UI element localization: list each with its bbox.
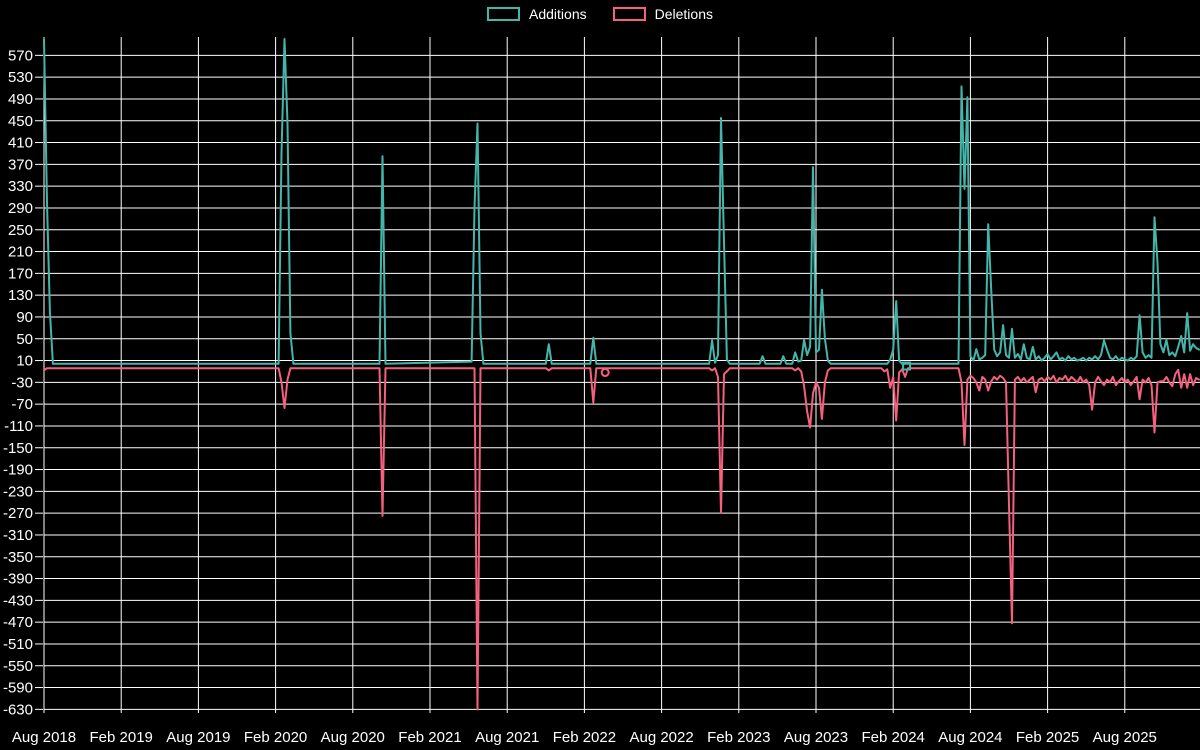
x-tick-label: Aug 2021 xyxy=(475,729,539,746)
y-tick-label: -550 xyxy=(3,658,33,675)
y-tick-label: 450 xyxy=(8,113,33,130)
deletions-swatch-icon xyxy=(612,7,646,21)
y-tick-label: 570 xyxy=(8,47,33,64)
y-tick-label: -70 xyxy=(11,396,33,413)
x-tick-label: Feb 2019 xyxy=(90,729,153,746)
y-tick-label: 50 xyxy=(16,331,33,348)
deletions-point-marker xyxy=(600,368,610,378)
y-tick-label: -30 xyxy=(11,374,33,391)
y-tick-label: -510 xyxy=(3,636,33,653)
additions-swatch-icon xyxy=(487,7,521,21)
y-tick-label: -310 xyxy=(3,527,33,544)
y-tick-label: -270 xyxy=(3,505,33,522)
y-tick-label: -630 xyxy=(3,701,33,718)
y-tick-label: 90 xyxy=(16,309,33,326)
x-tick-label: Feb 2022 xyxy=(553,729,616,746)
y-tick-label: -390 xyxy=(3,571,33,588)
y-tick-label: 170 xyxy=(8,265,33,282)
y-tick-label: 490 xyxy=(8,91,33,108)
y-tick-label: 530 xyxy=(8,69,33,86)
x-tick-label: Feb 2021 xyxy=(398,729,461,746)
y-tick-label: 250 xyxy=(8,222,33,239)
y-tick-label: -590 xyxy=(3,680,33,697)
x-tick-label: Aug 2018 xyxy=(12,729,76,746)
x-tick-label: Aug 2022 xyxy=(629,729,693,746)
x-tick-label: Aug 2025 xyxy=(1093,729,1157,746)
y-tick-label: -230 xyxy=(3,483,33,500)
y-tick-label: 410 xyxy=(8,135,33,152)
additions-line xyxy=(43,38,1200,365)
x-tick-label: Feb 2020 xyxy=(244,729,307,746)
chart-legend: Additions Deletions xyxy=(0,6,1200,22)
x-tick-label: Aug 2020 xyxy=(321,729,385,746)
x-tick-label: Feb 2024 xyxy=(862,729,925,746)
legend-item-additions[interactable]: Additions xyxy=(487,6,587,22)
legend-item-deletions[interactable]: Deletions xyxy=(612,6,713,22)
y-tick-label: 290 xyxy=(8,200,33,217)
legend-additions-label: Additions xyxy=(529,6,587,22)
x-tick-label: Aug 2024 xyxy=(938,729,1002,746)
additions-point-marker xyxy=(902,361,912,371)
y-tick-label: -470 xyxy=(3,614,33,631)
x-tick-label: Aug 2023 xyxy=(784,729,848,746)
y-tick-label: 330 xyxy=(8,178,33,195)
y-tick-label: -110 xyxy=(4,418,33,435)
y-tick-label: -350 xyxy=(3,549,33,566)
y-tick-label: -190 xyxy=(3,462,33,479)
y-tick-label: 210 xyxy=(8,244,33,261)
y-tick-label: -430 xyxy=(3,592,33,609)
legend-deletions-label: Deletions xyxy=(654,6,713,22)
deletions-line xyxy=(43,367,1200,711)
y-tick-label: -150 xyxy=(3,440,33,457)
x-tick-label: Aug 2019 xyxy=(166,729,230,746)
y-tick-label: 370 xyxy=(8,156,33,173)
y-tick-label: 10 xyxy=(16,353,33,370)
x-tick-label: Feb 2023 xyxy=(707,729,770,746)
x-tick-label: Feb 2025 xyxy=(1016,729,1079,746)
y-tick-label: 130 xyxy=(8,287,33,304)
